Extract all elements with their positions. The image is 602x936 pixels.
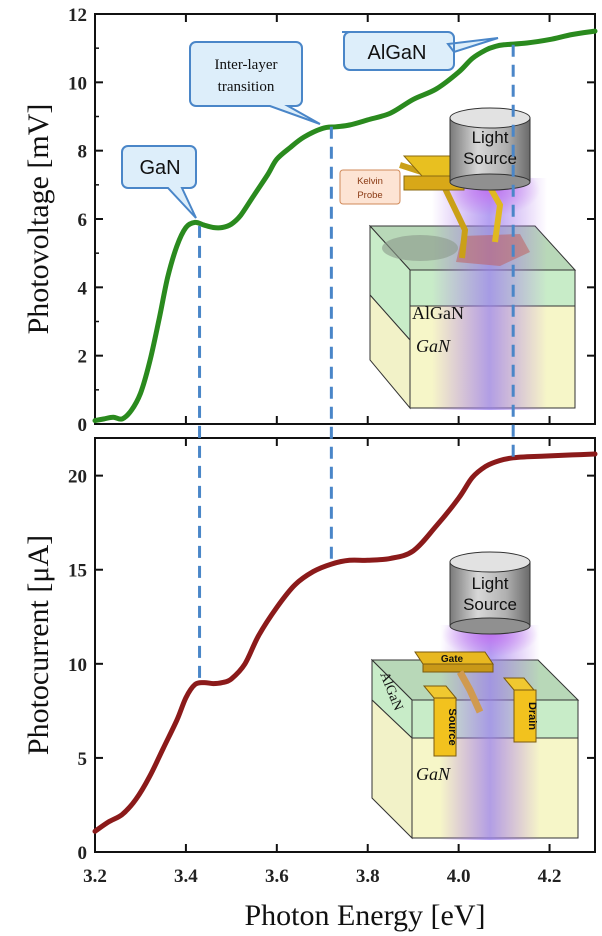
- top-y-axis-title: Photovoltage [mV]: [22, 104, 55, 335]
- gate-pad-side: [422, 663, 494, 673]
- top-y-tick-label: 10: [68, 73, 87, 94]
- callout-algan-label: AlGaN: [368, 42, 427, 64]
- bottom-y-tick-label: 20: [68, 467, 87, 488]
- callout-inter-label-2: transition: [218, 79, 275, 95]
- callout-algan: AlGaN: [342, 31, 499, 71]
- x-tick-label: 4.2: [538, 866, 562, 887]
- top-panel: 0 2 4 6 8 10 12 Photovoltage [mV] Kelvin: [22, 5, 598, 436]
- top-layer-algan-label: AlGaN: [412, 303, 464, 323]
- top-y-tick-label: 8: [78, 142, 88, 163]
- bottom-y-tick-label: 0: [78, 843, 88, 864]
- top-layer-gan-label: GaN: [416, 336, 451, 356]
- callout-inter-label-1: Inter-layer: [215, 57, 278, 73]
- callout-gan-bubble: [121, 145, 197, 219]
- callout-algan-bubble: [342, 31, 499, 71]
- photocurrent-curve: [92, 451, 598, 834]
- top-ticks: 0 2 4 6 8 10 12: [68, 5, 595, 436]
- x-axis-title: Photon Energy [eV]: [244, 899, 485, 932]
- bottom-light-cylinder-top: [449, 551, 531, 573]
- x-tick-label: 4.0: [447, 866, 471, 887]
- bottom-y-axis-title: Photocurrent [μA]: [22, 535, 55, 755]
- top-light-label-2: Source: [463, 149, 517, 168]
- bottom-y-tick-label: 10: [68, 655, 87, 676]
- top-mesh-right: [456, 234, 530, 266]
- x-tick-label: 3.4: [174, 866, 198, 887]
- top-y-tick-label: 12: [68, 5, 87, 26]
- x-tick-label: 3.8: [356, 866, 380, 887]
- top-y-tick-label: 6: [78, 210, 88, 231]
- bottom-ticks: 0 5 10 15 20 3.2 3.4 3.6 3.8 4.0 4.2: [68, 438, 595, 887]
- top-y-tick-label: 0: [78, 415, 88, 436]
- callout-inter-layer: Inter-layer transition: [189, 41, 321, 125]
- gate-label: Gate: [441, 654, 464, 665]
- gate-finger: [456, 670, 484, 714]
- top-light-cylinder-top: [449, 107, 531, 129]
- bottom-light-label-2: Source: [463, 595, 517, 614]
- callout-gan-label: GaN: [139, 157, 180, 179]
- source-label: Source: [446, 708, 458, 745]
- top-light-beam: [432, 178, 547, 410]
- kelvin-probe-tag: [339, 169, 401, 205]
- kelvin-probe-label-1: Kelvin: [357, 176, 383, 187]
- top-y-tick-label: 4: [78, 278, 88, 299]
- top-light-cylinder-bottom: [449, 173, 531, 191]
- x-tick-label: 3.2: [83, 866, 107, 887]
- top-light-label-1: Light: [472, 128, 509, 147]
- bottom-plot-frame: [94, 437, 596, 853]
- bottom-light-label-1: Light: [472, 574, 509, 593]
- bottom-inset-device: Gate Source Drain Light Source AlGaN GaN: [370, 551, 580, 840]
- drain-contact: [513, 689, 537, 743]
- bottom-light-cylinder-body: [449, 561, 531, 627]
- bottom-y-tick-label: 5: [78, 749, 88, 770]
- top-inset-device: Kelvin Probe Light Source AlGaN GaN: [339, 107, 577, 410]
- photovoltage-curve: [92, 28, 598, 424]
- callout-gan: GaN: [121, 145, 197, 219]
- kelvin-probe-label-2: Probe: [357, 190, 382, 201]
- drain-label: Drain: [526, 702, 538, 730]
- bottom-layer-gan-label: GaN: [416, 764, 451, 784]
- bottom-light-cylinder-bottom: [449, 617, 531, 635]
- x-tick-label: 3.6: [265, 866, 289, 887]
- top-y-tick-label: 2: [78, 347, 88, 368]
- dashed-markers: [198, 44, 515, 683]
- source-contact: [433, 697, 457, 757]
- callout-inter-bubble: [189, 41, 321, 125]
- bottom-panel: 0 5 10 15 20 3.2 3.4 3.6 3.8 4.0 4.2 Photocurrent …: [22, 437, 598, 932]
- bottom-y-tick-label: 15: [68, 561, 87, 582]
- top-mesh-left: [382, 235, 458, 261]
